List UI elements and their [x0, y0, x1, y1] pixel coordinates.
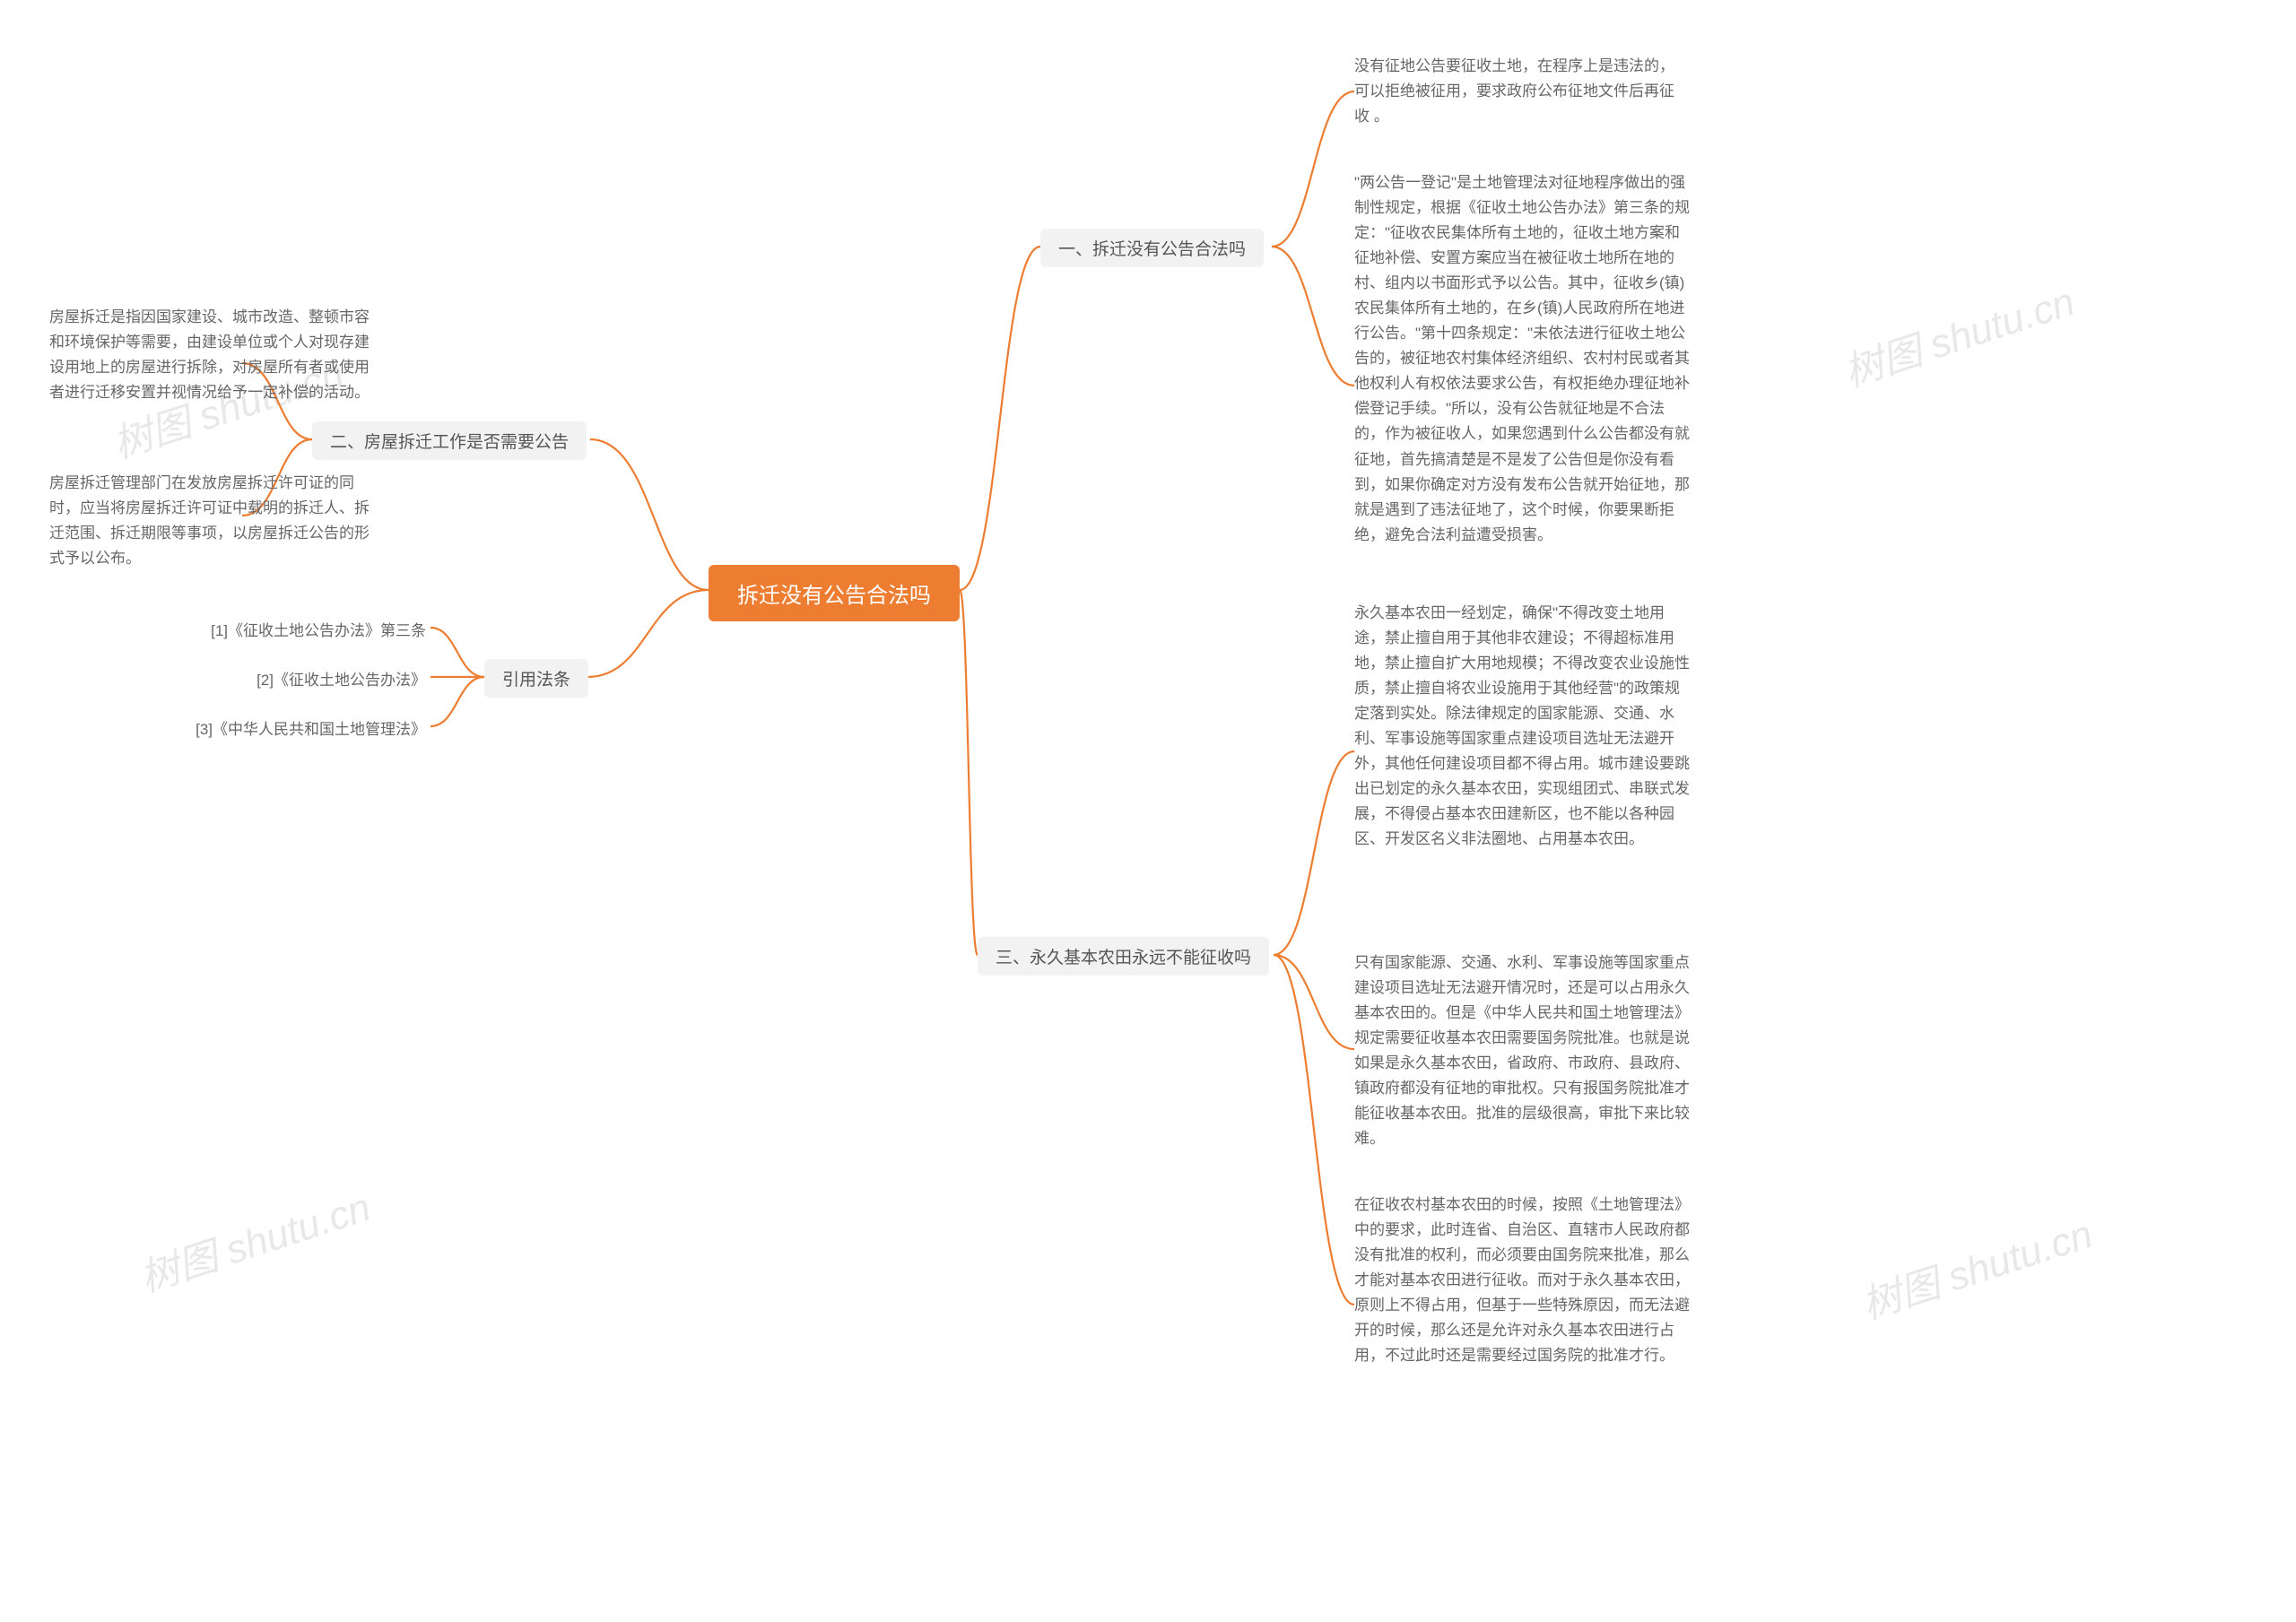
- branch-4: 引用法条: [484, 659, 588, 698]
- branch-3: 三、永久基本农田永远不能征收吗: [978, 937, 1269, 976]
- mindmap-root: 拆迁没有公告合法吗: [709, 565, 960, 621]
- leaf-1a: 没有征地公告要征收土地，在程序上是违法的，可以拒绝被征用，要求政府公布征地文件后…: [1354, 54, 1686, 129]
- leaf-3a: 永久基本农田一经划定，确保"不得改变土地用途，禁止擅自用于其他非农建设；不得超标…: [1354, 601, 1695, 852]
- leaf-3c: 在征收农村基本农田的时候，按照《土地管理法》中的要求，此时连省、自治区、直辖市人…: [1354, 1193, 1695, 1368]
- leaf-1b: "两公告一登记"是土地管理法对征地程序做出的强制性规定，根据《征收土地公告办法》…: [1354, 170, 1695, 548]
- leaf-4b: [2]《征收土地公告办法》: [238, 668, 426, 693]
- leaf-4a: [1]《征收土地公告办法》第三条: [193, 619, 426, 644]
- branch-2: 二、房屋拆迁工作是否需要公告: [312, 421, 587, 460]
- leaf-4c: [3]《中华人民共和国土地管理法》: [193, 717, 426, 742]
- leaf-2a: 房屋拆迁是指因国家建设、城市改造、整顿市容和环境保护等需要，由建设单位或个人对现…: [49, 305, 381, 405]
- leaf-2b: 房屋拆迁管理部门在发放房屋拆迁许可证的同时，应当将房屋拆迁许可证中载明的拆迁人、…: [49, 471, 381, 571]
- branch-1: 一、拆迁没有公告合法吗: [1040, 229, 1264, 267]
- leaf-3b: 只有国家能源、交通、水利、军事设施等国家重点建设项目选址无法避开情况时，还是可以…: [1354, 950, 1695, 1151]
